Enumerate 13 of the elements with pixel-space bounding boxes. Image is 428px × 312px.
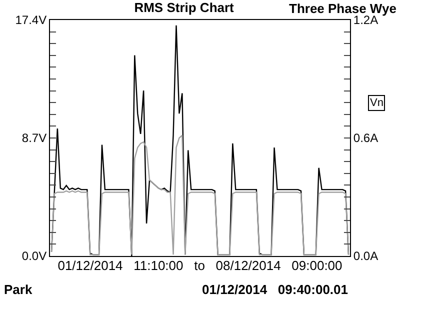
chart-subtitle: Three Phase Wye xyxy=(289,1,396,16)
y-tick-label: 17.4V xyxy=(15,13,47,28)
text: Park xyxy=(4,282,33,297)
y2-tick-label: 0.6A xyxy=(353,131,378,146)
y-tick-label: 8.7V xyxy=(22,131,47,146)
text: Vn xyxy=(370,97,384,109)
text: 01/12/2014 09:40:00.01 xyxy=(202,282,348,297)
y2-tick-label: 0.0A xyxy=(353,249,378,264)
y-tick-label: 0.0V xyxy=(22,249,47,264)
x-axis-title: 01/12/2014 11:10:00 to 08/12/2014 09:00:00 xyxy=(58,258,342,274)
chart-title: RMS Strip Chart xyxy=(134,0,235,16)
y2-tick-label: 1.2A xyxy=(353,13,378,28)
line-series xyxy=(50,134,350,256)
